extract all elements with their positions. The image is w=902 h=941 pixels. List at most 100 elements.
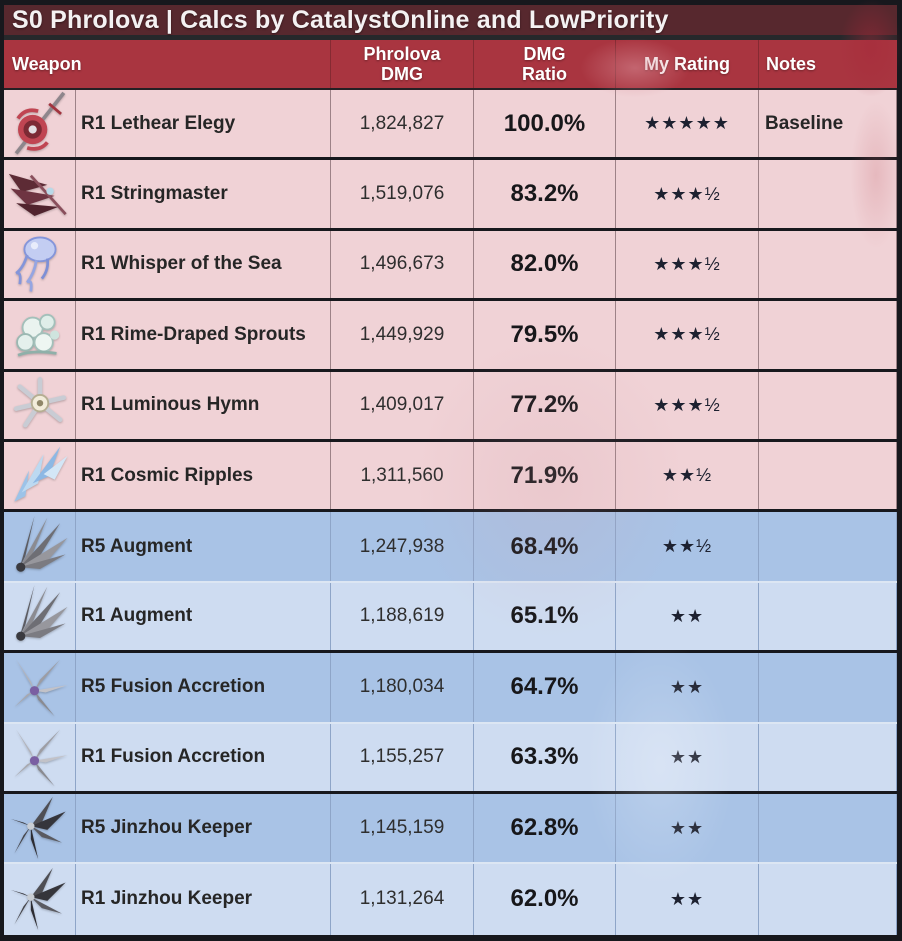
note-text xyxy=(759,723,897,791)
phrolova-dmg-value: 1,409,017 xyxy=(331,371,474,439)
phrolova-dmg-value: 1,180,034 xyxy=(331,653,474,722)
phrolova-dmg-value: 1,145,159 xyxy=(331,793,474,863)
luminous-hymn-icon-cell xyxy=(4,371,76,439)
dmg-ratio-value: 82.0% xyxy=(474,230,616,299)
fusion-accretion-icon-cell xyxy=(4,723,76,791)
table-row: R1 Fusion Accretion 1,155,257 63.3% ★★ xyxy=(4,723,897,794)
jinzhou-keeper-icon xyxy=(7,795,73,861)
rime-draped-sprouts-icon-cell xyxy=(4,301,76,369)
jinzhou-keeper-icon-cell xyxy=(4,793,76,863)
augment-icon-cell xyxy=(4,582,76,651)
page-title: S0 Phrolova | Calcs by CatalystOnline an… xyxy=(12,5,669,34)
rating-stars: ★★½ xyxy=(616,441,759,510)
table-row: R5 Augment 1,247,938 68.4% ★★½ xyxy=(4,512,897,583)
dmg-ratio-value: 100.0% xyxy=(474,90,616,158)
luminous-hymn-icon xyxy=(7,372,73,438)
table-body: R1 Lethear Elegy 1,824,827 100.0% ★★★★★ … xyxy=(4,90,897,936)
rating-stars: ★★ xyxy=(616,864,759,935)
dmg-ratio-value: 64.7% xyxy=(474,653,616,722)
rating-stars: ★★★½ xyxy=(616,371,759,439)
fusion-accretion-icon xyxy=(7,724,73,790)
note-text xyxy=(759,441,897,510)
rating-stars: ★★★½ xyxy=(616,230,759,299)
rime-draped-sprouts-icon xyxy=(7,302,73,368)
rating-stars: ★★ xyxy=(616,582,759,651)
note-text xyxy=(759,582,897,651)
note-text: Baseline xyxy=(759,90,897,158)
phrolova-dmg-value: 1,496,673 xyxy=(331,230,474,299)
cosmic-ripples-icon xyxy=(7,443,73,509)
weapon-name: R1 Luminous Hymn xyxy=(76,371,331,439)
note-text xyxy=(759,230,897,299)
jinzhou-keeper-icon xyxy=(7,866,73,932)
dmg-ratio-value: 71.9% xyxy=(474,441,616,510)
note-text xyxy=(759,371,897,439)
augment-icon-cell xyxy=(4,512,76,581)
weapon-name: R1 Fusion Accretion xyxy=(76,723,331,791)
note-text xyxy=(759,301,897,369)
table-row: R1 Luminous Hymn 1,409,017 77.2% ★★★½ xyxy=(4,371,897,442)
phrolova-dmg-value: 1,155,257 xyxy=(331,723,474,791)
stringmaster-icon-cell xyxy=(4,160,76,228)
augment-icon xyxy=(7,583,73,649)
weapon-name: R1 Rime-Draped Sprouts xyxy=(76,301,331,369)
fusion-accretion-icon-cell xyxy=(4,653,76,722)
weapon-name: R1 Stringmaster xyxy=(76,160,331,228)
table-row: R1 Augment 1,188,619 65.1% ★★ xyxy=(4,582,897,654)
lethear-elegy-icon xyxy=(7,91,73,157)
dmg-ratio-value: 63.3% xyxy=(474,723,616,791)
table-row: R1 Cosmic Ripples 1,311,560 71.9% ★★½ xyxy=(4,441,897,513)
weapon-name: R1 Jinzhou Keeper xyxy=(76,864,331,935)
phrolova-dmg-value: 1,311,560 xyxy=(331,441,474,510)
lethear-elegy-icon-cell xyxy=(4,90,76,158)
weapon-name: R1 Lethear Elegy xyxy=(76,90,331,158)
rating-stars: ★★½ xyxy=(616,512,759,581)
col-header-notes: Notes xyxy=(766,53,817,74)
rating-stars: ★★ xyxy=(616,793,759,863)
weapon-name: R1 Cosmic Ripples xyxy=(76,441,331,510)
dmg-ratio-value: 83.2% xyxy=(474,160,616,228)
phrolova-dmg-value: 1,449,929 xyxy=(331,301,474,369)
phrolova-dmg-value: 1,131,264 xyxy=(331,864,474,935)
note-text xyxy=(759,793,897,863)
rating-stars: ★★ xyxy=(616,723,759,791)
rating-stars: ★★ xyxy=(616,653,759,722)
weapon-name: R1 Whisper of the Sea xyxy=(76,230,331,299)
whisper-of-the-sea-icon-cell xyxy=(4,230,76,299)
phrolova-dmg-value: 1,824,827 xyxy=(331,90,474,158)
table-row: R1 Whisper of the Sea 1,496,673 82.0% ★★… xyxy=(4,230,897,302)
rating-stars: ★★★★★ xyxy=(616,90,759,158)
weapon-name: R5 Augment xyxy=(76,512,331,581)
note-text xyxy=(759,653,897,722)
jinzhou-keeper-icon-cell xyxy=(4,864,76,935)
col-header-dmg-ratio: DMG Ratio xyxy=(474,40,616,88)
rating-stars: ★★★½ xyxy=(616,160,759,228)
phrolova-dmg-value: 1,188,619 xyxy=(331,582,474,651)
table-row: R5 Fusion Accretion 1,180,034 64.7% ★★ xyxy=(4,653,897,724)
phrolova-dmg-value: 1,247,938 xyxy=(331,512,474,581)
col-header-phrolova-dmg: Phrolova DMG xyxy=(331,40,474,88)
stringmaster-icon xyxy=(7,161,73,227)
augment-icon xyxy=(7,514,73,580)
dmg-ratio-value: 77.2% xyxy=(474,371,616,439)
dmg-ratio-value: 62.8% xyxy=(474,793,616,863)
whisper-of-the-sea-icon xyxy=(7,231,73,297)
phrolova-dmg-value: 1,519,076 xyxy=(331,160,474,228)
dmg-ratio-value: 65.1% xyxy=(474,582,616,651)
dmg-ratio-value: 68.4% xyxy=(474,512,616,581)
table-row: R1 Jinzhou Keeper 1,131,264 62.0% ★★ xyxy=(4,864,897,935)
note-text xyxy=(759,512,897,581)
title-bar: S0 Phrolova | Calcs by CatalystOnline an… xyxy=(4,5,897,40)
table-row: R1 Rime-Draped Sprouts 1,449,929 79.5% ★… xyxy=(4,301,897,372)
table-row: R1 Lethear Elegy 1,824,827 100.0% ★★★★★ … xyxy=(4,90,897,161)
dmg-ratio-value: 62.0% xyxy=(474,864,616,935)
cosmic-ripples-icon-cell xyxy=(4,441,76,510)
weapon-name: R5 Fusion Accretion xyxy=(76,653,331,722)
table-header: Weapon Phrolova DMG DMG Ratio My Rating … xyxy=(4,40,897,90)
fusion-accretion-icon xyxy=(7,654,73,720)
note-text xyxy=(759,864,897,935)
note-text xyxy=(759,160,897,228)
table-row: R1 Stringmaster 1,519,076 83.2% ★★★½ xyxy=(4,160,897,231)
col-header-weapon: Weapon xyxy=(4,40,331,88)
